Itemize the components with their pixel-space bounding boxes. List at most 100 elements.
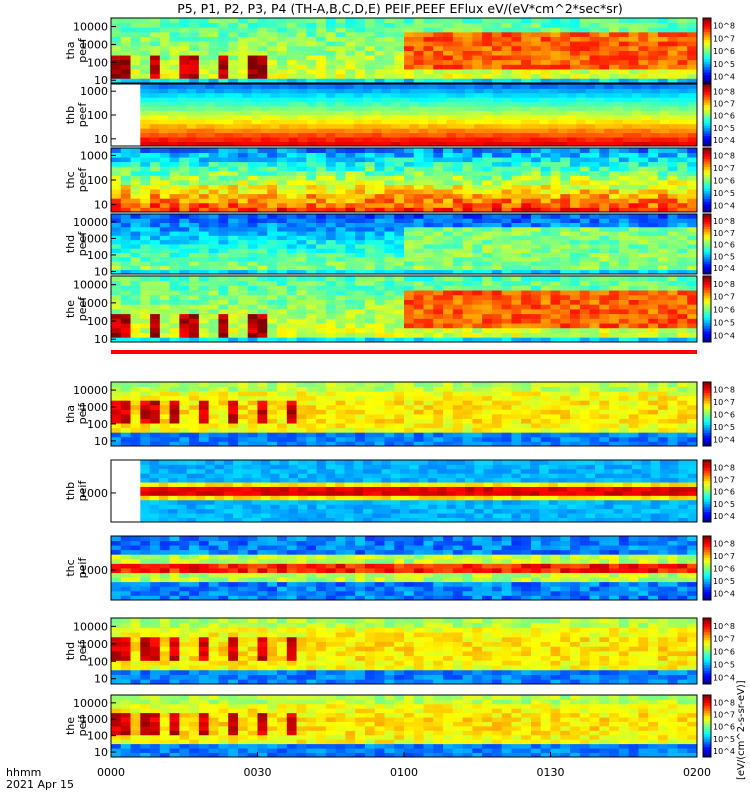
spectrogram-cell — [599, 323, 610, 329]
spectrogram-cell — [298, 92, 308, 98]
spectrogram-cell — [687, 337, 698, 343]
spectrogram-cell — [362, 141, 373, 147]
spectrogram-cell — [511, 318, 522, 324]
spectrogram-cell — [344, 123, 355, 129]
colorbar-swatch — [703, 45, 711, 49]
spectrogram-cell — [296, 222, 307, 228]
spectrogram-cell — [404, 294, 415, 300]
spectrogram-cell — [632, 141, 642, 147]
spectrogram-cell — [609, 78, 620, 84]
spectrogram-cell — [413, 189, 424, 195]
spectrogram-cell — [298, 141, 308, 147]
spectrogram-cell — [501, 180, 512, 185]
spectrogram-cell — [404, 276, 415, 282]
spectrogram-cell — [179, 265, 190, 271]
spectrogram-cell — [501, 189, 512, 195]
spectrogram-cell — [502, 132, 512, 138]
colorbar-swatch — [703, 256, 711, 260]
spectrogram-cell — [474, 123, 484, 129]
spectrogram-cell — [286, 202, 297, 208]
spectrogram-cell — [364, 265, 376, 271]
spectrogram-cell — [501, 78, 512, 84]
spectrogram-cell — [130, 414, 141, 419]
spectrogram-cell — [657, 180, 669, 185]
spectrogram-cell — [306, 423, 317, 429]
spectrogram-cell — [443, 64, 454, 70]
spectrogram-cell — [604, 132, 614, 138]
spectrogram-cell — [307, 137, 317, 142]
spectrogram-cell — [179, 50, 190, 56]
spectrogram-cell — [208, 198, 219, 204]
spectrogram-cell — [628, 18, 639, 24]
spectrogram-cell — [599, 252, 610, 258]
spectrogram-cell — [364, 432, 376, 438]
spectrogram-cell — [511, 432, 522, 438]
spectrogram-cell — [548, 132, 559, 138]
spectrogram-cell — [550, 222, 561, 228]
spectrogram-cell — [325, 423, 337, 429]
spectrogram-cell — [214, 132, 225, 138]
colorbar-swatch — [703, 26, 711, 30]
spectrogram-cell — [452, 218, 463, 223]
y-tick-label: 1000 — [80, 38, 108, 51]
spectrogram-cell — [307, 88, 317, 94]
spectrogram-cell — [267, 313, 278, 319]
spectrogram-cell — [228, 313, 239, 319]
spectrogram-cell — [579, 193, 590, 199]
spectrogram-cell — [609, 261, 620, 266]
spectrogram-cell — [404, 441, 415, 447]
spectrogram-cell — [384, 265, 395, 271]
spectrogram-cell — [169, 418, 180, 424]
spectrogram-cell — [159, 400, 170, 406]
spectrogram-cell — [267, 299, 278, 305]
spectrogram-cell — [288, 115, 299, 120]
spectrogram-cell — [179, 184, 190, 190]
spectrogram-cell — [316, 252, 327, 258]
spectrogram-cell — [667, 78, 678, 84]
spectrogram-cell — [267, 180, 278, 185]
spectrogram-cell — [641, 101, 652, 107]
spectrogram-cell — [130, 409, 141, 415]
spectrogram-cell — [355, 180, 366, 185]
spectrogram-cell — [491, 332, 503, 338]
spectrogram-cell — [228, 304, 239, 310]
spectrogram-cell — [657, 332, 669, 338]
spectrogram-cell — [576, 88, 587, 94]
spectrogram-cell — [237, 175, 249, 181]
spectrogram-cell — [179, 78, 190, 84]
spectrogram-cell — [233, 110, 243, 116]
spectrogram-cell — [570, 332, 581, 338]
spectrogram-cell — [345, 280, 356, 286]
colorbar-swatch — [703, 182, 711, 186]
spectrogram-cell — [609, 313, 620, 319]
spectrogram-cell — [362, 137, 373, 142]
spectrogram-cell — [677, 41, 688, 47]
spectrogram-cell — [491, 299, 503, 305]
spectrogram-cell — [120, 395, 131, 401]
spectrogram-cell — [539, 132, 549, 138]
spectrogram-cell — [462, 18, 473, 24]
spectrogram-cell — [599, 285, 610, 291]
spectrogram-cell — [492, 128, 503, 134]
spectrogram-cell — [247, 148, 258, 153]
spectrogram-cell — [316, 202, 327, 208]
spectrogram-cell — [455, 123, 466, 129]
spectrogram-cell — [237, 22, 249, 28]
spectrogram-cell — [530, 304, 542, 310]
spectrogram-cell — [150, 152, 161, 158]
spectrogram-cell — [618, 252, 630, 258]
spectrogram-cell — [345, 318, 356, 324]
spectrogram-cell — [344, 137, 355, 142]
spectrogram-cell — [214, 97, 225, 103]
spectrogram-cell — [548, 84, 559, 89]
spectrogram-cell — [218, 432, 229, 438]
spectrogram-cell — [130, 294, 141, 300]
spectrogram-cell — [260, 110, 271, 116]
spectrogram-cell — [345, 218, 356, 223]
spectrogram-cell — [374, 261, 385, 266]
spectrogram-cell — [159, 418, 170, 424]
spectrogram-cell — [638, 323, 649, 329]
spectrogram-cell — [604, 97, 614, 103]
spectrogram-cell — [228, 226, 239, 232]
spectrogram-cell — [609, 189, 620, 195]
